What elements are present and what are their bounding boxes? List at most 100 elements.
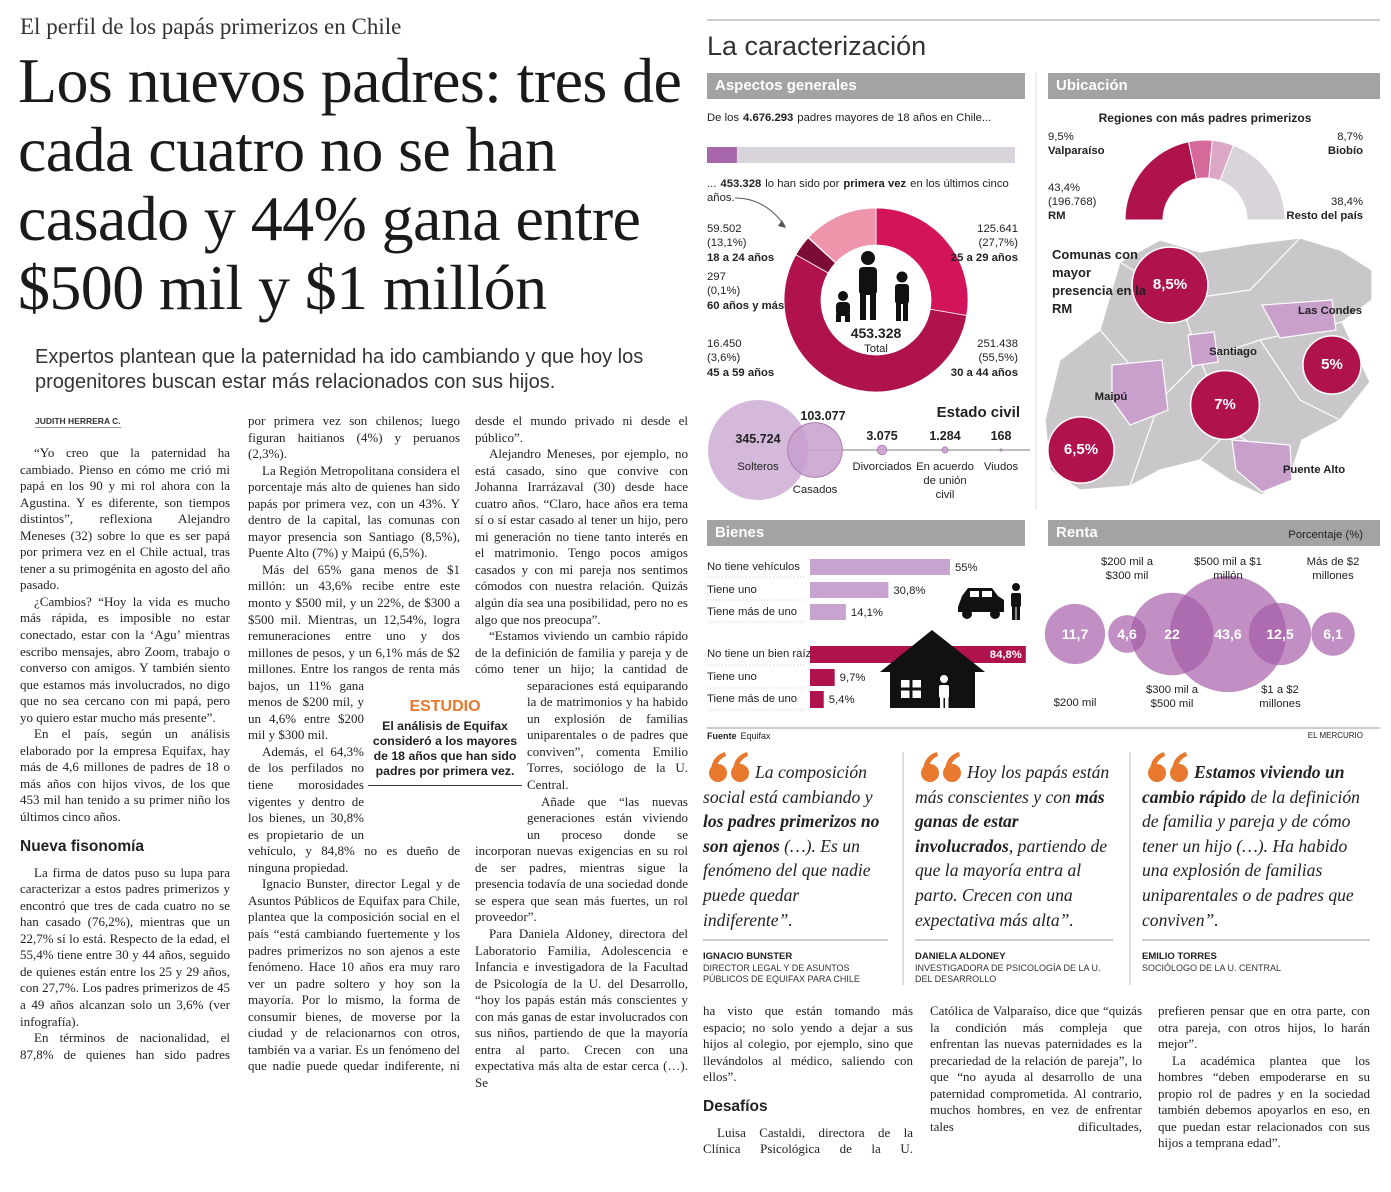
paragraph: Añade que “las nuevas generaciones están… [475, 793, 688, 925]
paragraph: “Yo creo que la paternidad ha cambiado. … [20, 445, 230, 593]
income-label: $200 mil [1053, 697, 1097, 709]
income-label: $500 mil a $1 millón [1194, 556, 1262, 582]
income-value: 6,1 [1323, 626, 1343, 642]
quote-segment: La composición social está cambiando y [703, 762, 873, 807]
income-value: 43,6 [1214, 626, 1242, 642]
income-value: 11,7 [1061, 626, 1089, 642]
civil-count: 168 [990, 429, 1012, 443]
quote-name: IGNACIO BUNSTER [703, 951, 793, 962]
age-pct: (13,1%) [707, 237, 747, 249]
asset-bar [810, 604, 846, 620]
byline: JUDITH HERRERA C. [35, 416, 121, 428]
text-column: prefieren pensar que en otra parte, con … [1158, 1003, 1370, 1180]
intro-line: ... 453.328 lo han sido por primera vez en l… [707, 177, 1017, 205]
quote-segment: Hoy los papás están más conscientes y co… [915, 762, 1110, 807]
civil-label: Casados [792, 484, 838, 496]
region-pct: 43,4% [1048, 182, 1081, 194]
paragraph: Más del 65% gana menos de $1 millón: un … [248, 561, 460, 743]
asset-label: No tiene vehículos [707, 561, 800, 573]
comuna-bubble [1131, 246, 1209, 324]
paragraph: “Estamos viviendo un cambio rápido de la… [475, 628, 688, 793]
income-bubble [1311, 612, 1355, 656]
paragraph: Para Daniela Aldoney, directora del Labo… [475, 925, 688, 1090]
paragraph: ha visto que están tomando más espacio; … [703, 1003, 913, 1085]
paragraph: En el país, según un análisis elaborado … [20, 726, 230, 825]
age-count: 251.438 [977, 338, 1018, 350]
quote-role: DIRECTOR LEGAL Y DE ASUNTOS PÚBLICOS DE … [703, 963, 860, 984]
section-heading: Ubicación [1056, 77, 1128, 94]
comuna-label: Santiago [1209, 346, 1257, 358]
section-heading: Renta [1056, 524, 1098, 541]
regions-title: Regiones con más padres primerizos [1098, 111, 1312, 125]
paragraph: La firma de datos puso su lupa para cara… [20, 864, 230, 1029]
region-pct: 9,5% [1048, 131, 1074, 143]
paragraph: por primera vez son chilenos; luego figu… [248, 413, 460, 462]
subhead: Nueva fisonomía [20, 837, 145, 855]
age-segment [807, 207, 877, 264]
float-cutout [364, 685, 460, 835]
asset-pct: 9,7% [839, 672, 866, 684]
text-column: por primera vez son chilenos; luego figu… [248, 413, 460, 1177]
civil-count: 103.077 [800, 409, 846, 423]
paragraph: desde el mundo privado ni desde el públi… [475, 413, 688, 445]
age-count: 59.502 [707, 223, 742, 235]
civil-count: 3.075 [866, 429, 898, 443]
age-pct: (55,5%) [978, 352, 1018, 364]
region-label: Valparaíso [1048, 145, 1105, 157]
donut-total: 453.328 [850, 325, 902, 341]
income-label: Más de $2 millones [1306, 556, 1360, 582]
sidebar-box: ESTUDIO El análisis de Equifax consideró… [368, 698, 522, 786]
asset-label: Tiene más de uno [707, 606, 798, 618]
paragraph: Alejandro Meneses, por ejemplo, no está … [475, 446, 688, 627]
asset-label: No tiene un bien raíz [707, 648, 812, 660]
income-bubble [1044, 603, 1106, 665]
age-segment [875, 207, 969, 316]
comuna-bubble [1302, 335, 1362, 395]
civil-bubble [999, 448, 1003, 452]
quote-segment: los padres primerizos no son ajenos [703, 811, 880, 856]
age-pct: (0,1%) [707, 285, 741, 297]
intro-number: 4.676.293 [743, 112, 794, 124]
asset-bar [810, 582, 889, 598]
age-segment [783, 254, 968, 393]
total-bar [707, 147, 1015, 163]
paragraph: Además, el 64,3% de los perfilados no ti… [248, 743, 460, 875]
source-label: Fuente [707, 731, 737, 741]
age-count: 297 [707, 271, 726, 283]
intro-bold: primera vez [843, 178, 907, 190]
income-label: $200 mil a $300 mil [1100, 556, 1154, 582]
text-column: desde el mundo privado ni desde el públi… [475, 413, 688, 1177]
civil-heading: Estado civil [936, 404, 1020, 421]
quote: Estamos viviendo un cambio rápido de la … [1142, 760, 1370, 932]
quote-name: EMILIO TORRES [1142, 951, 1217, 962]
comuna-label: Maipú [1094, 391, 1128, 403]
income-label: $300 mil a $500 mil [1145, 684, 1199, 710]
quote-role: INVESTIGADORA DE PSICOLOGÍA DE LA U. DEL… [915, 963, 1101, 984]
civil-label: Viudos [983, 461, 1019, 473]
civil-bubble [941, 446, 949, 454]
income-bubble [1169, 575, 1287, 693]
region-label: RM [1048, 210, 1066, 222]
comuna-pct: 8,5% [1152, 276, 1188, 293]
quote-segment: de la definición de familia y pareja y d… [1142, 786, 1360, 930]
intro-line: De los 4.676.293 padres mayores de 18 años… [707, 111, 991, 125]
region-segment [1124, 141, 1197, 221]
paragraph: La académica plantea que los hombres “de… [1158, 1052, 1370, 1151]
region-pct: 8,7% [1337, 131, 1363, 143]
civil-bubble [708, 400, 808, 500]
intro-text: ... [707, 178, 717, 190]
kicker: El perfil de los papás primerizos en Chi… [20, 14, 402, 39]
paragraph: prefieren pensar que en otra parte, con … [1158, 1003, 1370, 1052]
paragraph: La Región Metropolitana considera el por… [248, 462, 460, 561]
asset-pct: 5,4% [828, 694, 855, 706]
income-bubble [1248, 602, 1312, 666]
quote-segment: Estamos viviendo un cambio rápido [1142, 762, 1345, 807]
asset-bar [810, 691, 824, 708]
quote-segment: (…). Es un fenómeno del que nadie puede … [703, 835, 871, 930]
age-label: 30 a 44 años [950, 367, 1018, 379]
first-time-bar [707, 147, 737, 163]
age-pct: (27,7%) [978, 237, 1018, 249]
comuna-label: Puente Alto [1282, 464, 1346, 476]
comuna-pct: 6,5% [1063, 441, 1099, 458]
